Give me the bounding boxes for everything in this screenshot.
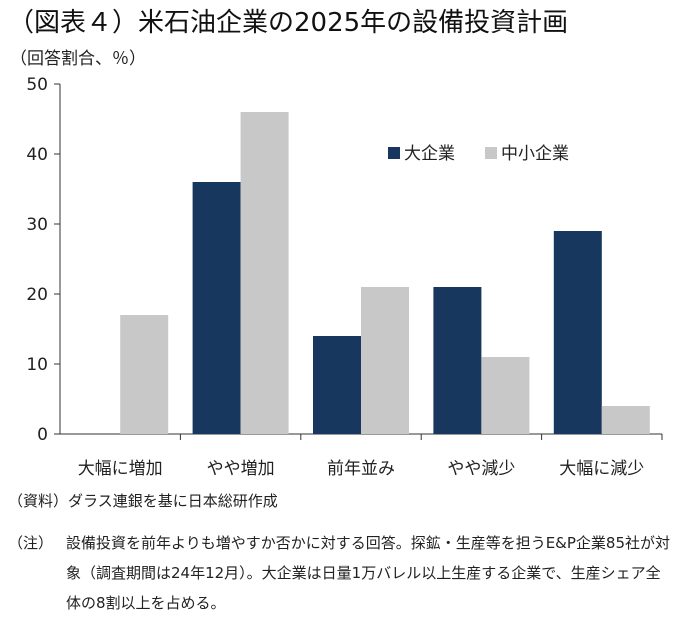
bar-large-2 bbox=[313, 336, 361, 434]
y-tick-label: 40 bbox=[26, 145, 48, 165]
footnote-text: 設備投資を前年よりも増やすか否かに対する回答。探鉱・生産等を担うE&P企業85社… bbox=[66, 534, 671, 612]
bar-large-3 bbox=[433, 287, 482, 434]
legend-label: 中小企業 bbox=[501, 144, 569, 164]
x-tick-label: やや増加 bbox=[207, 459, 275, 479]
bar-small-0 bbox=[120, 315, 169, 434]
x-tick-label: 大幅に減少 bbox=[559, 459, 644, 479]
y-tick-label: 50 bbox=[26, 75, 48, 95]
x-tick-label: 前年並み bbox=[327, 459, 395, 479]
source-note: （資料）ダラス連銀を基に日本総研作成 bbox=[8, 492, 278, 510]
bar-large-4 bbox=[553, 231, 602, 434]
y-tick-label: 10 bbox=[26, 355, 48, 375]
x-tick-label: 大幅に増加 bbox=[78, 459, 163, 479]
bar-small-1 bbox=[240, 112, 289, 434]
legend-label: 大企業 bbox=[404, 144, 455, 164]
bar-large-1 bbox=[192, 182, 241, 434]
legend-swatch bbox=[485, 147, 497, 159]
legend-swatch bbox=[388, 147, 400, 159]
bar-small-2 bbox=[361, 287, 409, 434]
x-tick-label: やや減少 bbox=[447, 459, 515, 479]
chart-title: （図表４）米石油企業の2025年の設備投資計画 bbox=[8, 8, 569, 38]
bar-chart: 0 10 20 30 40 50 大幅に増加 やや増加 前年並み やや減少 大幅に減少 大企業 中小企業 bbox=[26, 75, 663, 479]
y-unit-label: （回答割合、％） bbox=[10, 49, 146, 69]
footnote-label: （注） bbox=[8, 534, 54, 552]
y-tick-label: 30 bbox=[26, 215, 48, 235]
y-tick-label: 0 bbox=[37, 425, 48, 445]
footnote: （注） 設備投資を前年よりも増やすか否かに対する回答。探鉱・生産等を担うE&P企… bbox=[8, 528, 672, 618]
y-tick-label: 20 bbox=[26, 285, 48, 305]
bar-small-4 bbox=[601, 406, 650, 434]
bar-small-3 bbox=[481, 357, 530, 434]
